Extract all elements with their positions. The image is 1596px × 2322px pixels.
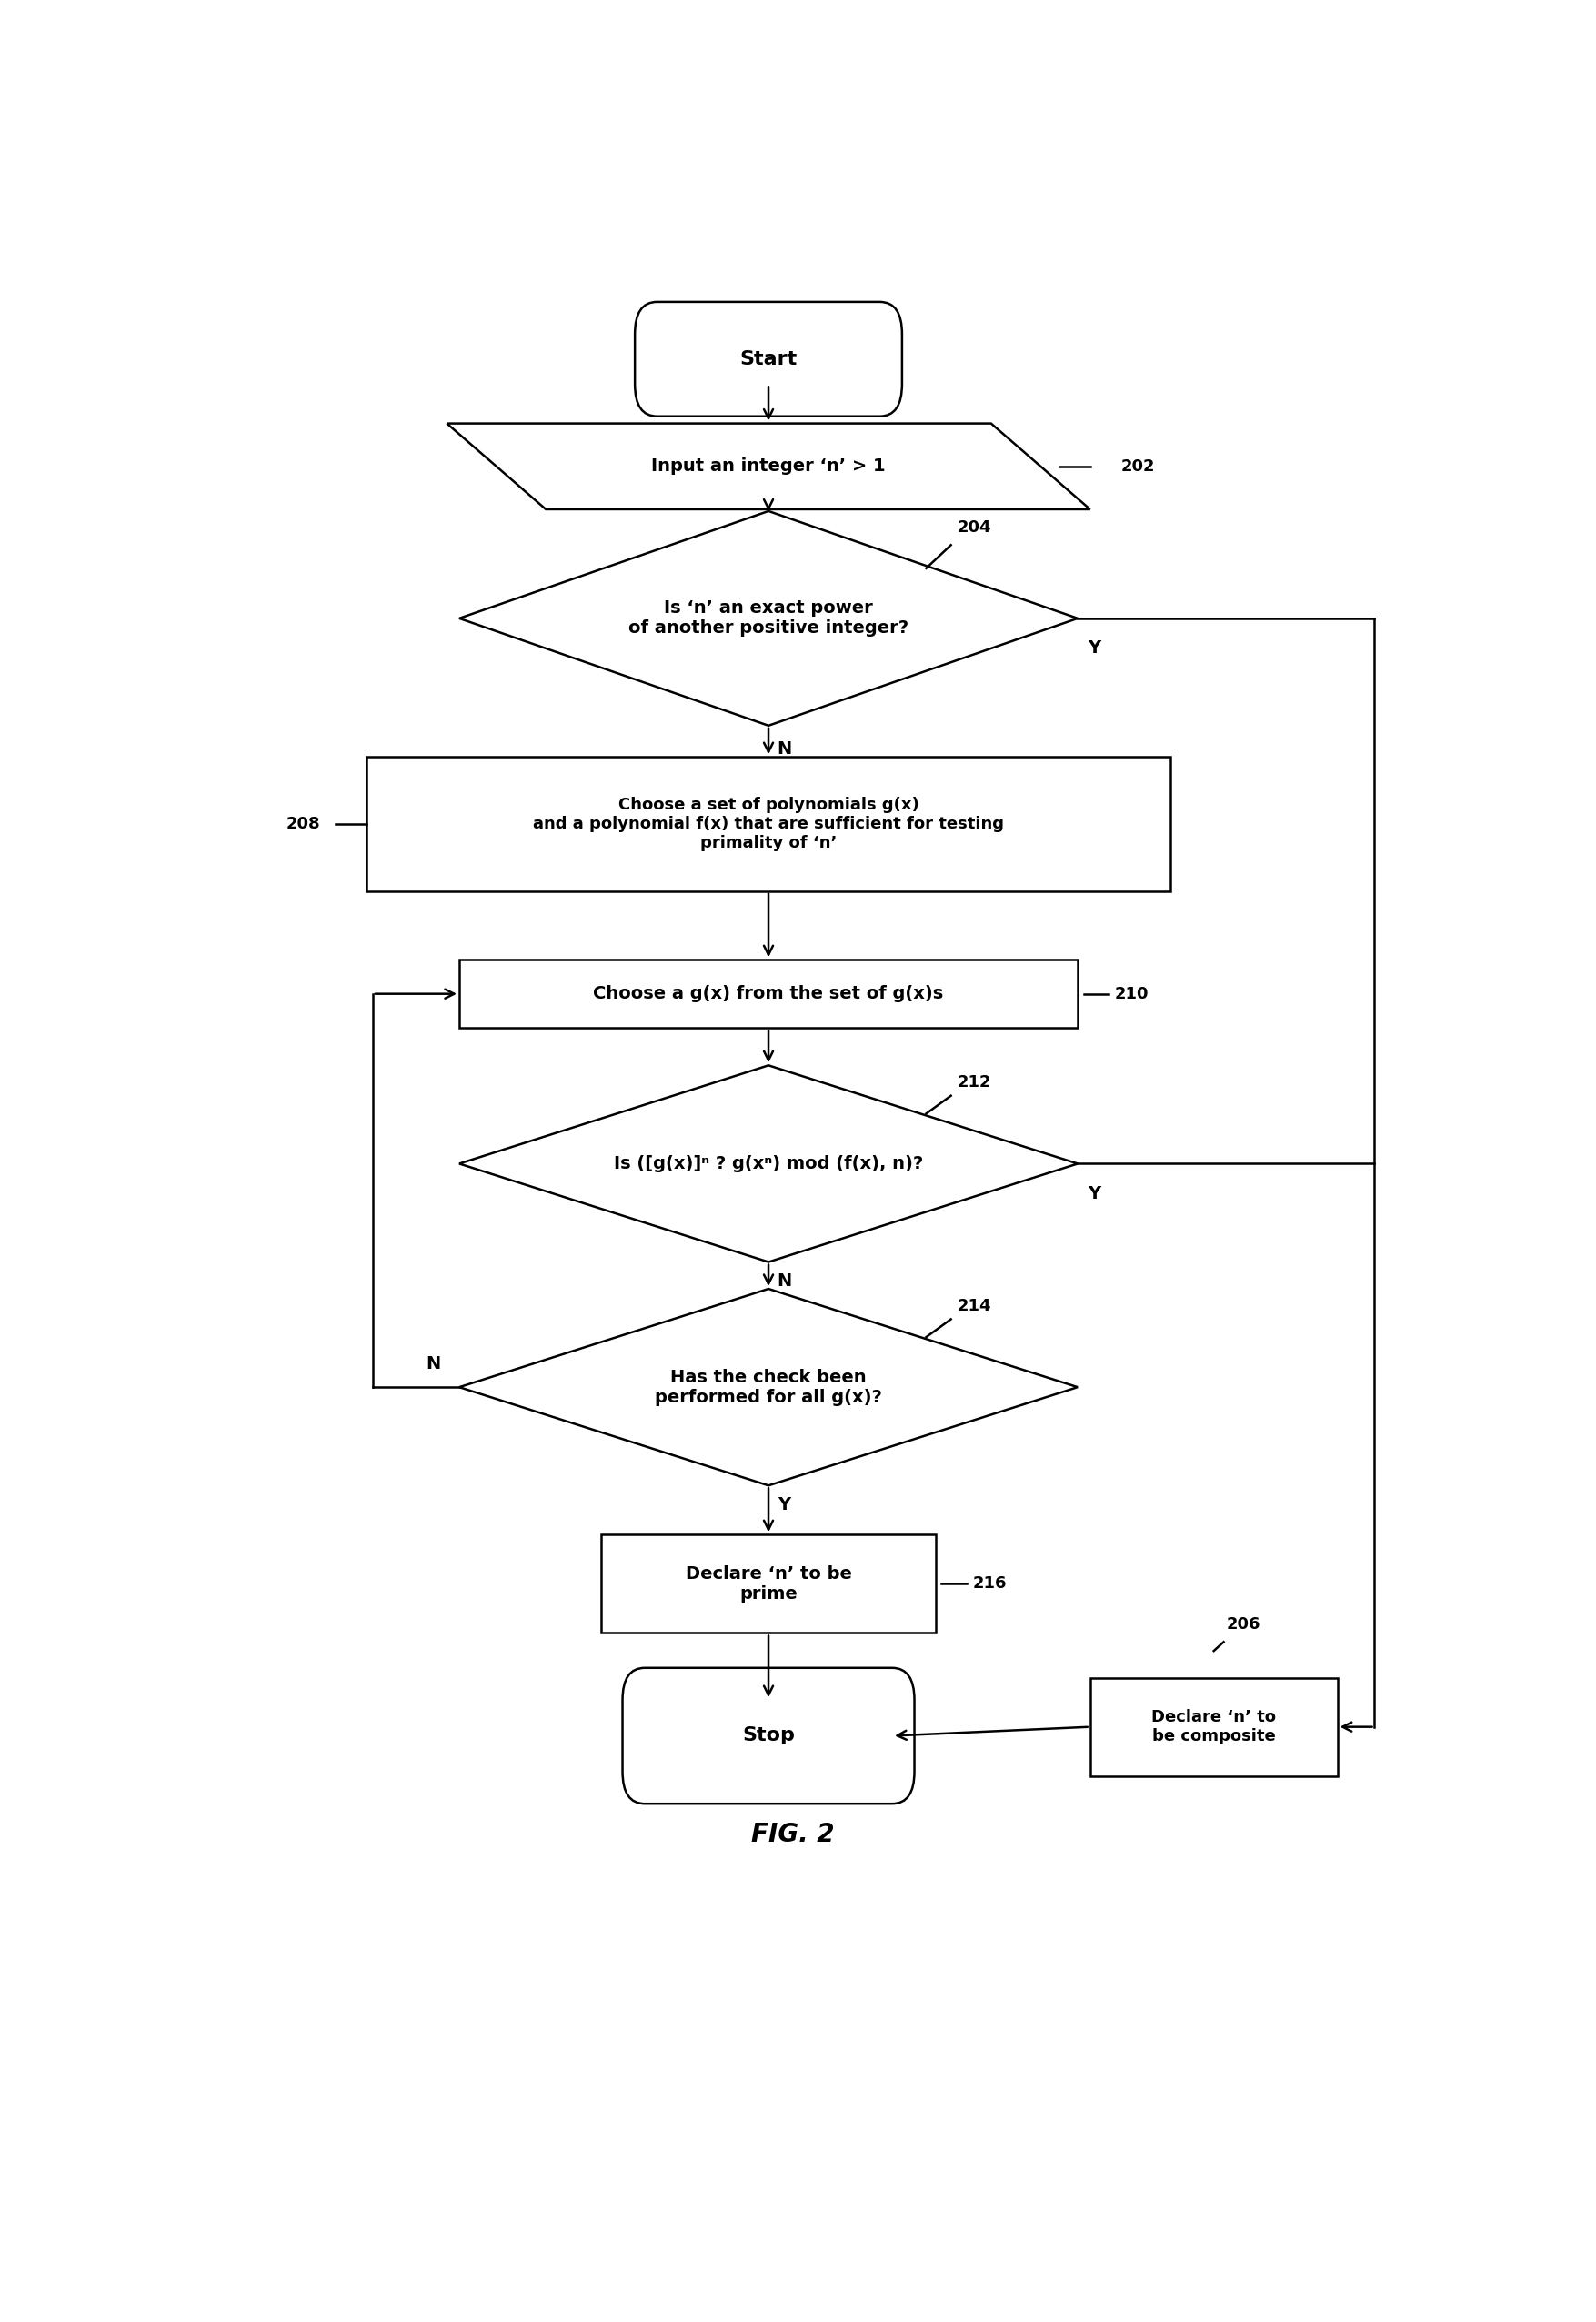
Text: 212: 212	[958, 1075, 991, 1091]
Polygon shape	[460, 1066, 1077, 1263]
Text: Y: Y	[779, 1495, 792, 1514]
Bar	[1090, 1679, 1337, 1776]
Text: Y: Y	[1087, 1184, 1100, 1203]
Bar	[460, 959, 1077, 1029]
Text: 210: 210	[1114, 985, 1149, 1003]
Text: Declare ‘n’ to
be composite: Declare ‘n’ to be composite	[1151, 1709, 1277, 1744]
Text: Input an integer ‘n’ > 1: Input an integer ‘n’ > 1	[651, 457, 886, 476]
Polygon shape	[447, 423, 1090, 509]
Text: Start: Start	[739, 351, 798, 369]
FancyBboxPatch shape	[635, 302, 902, 416]
Text: Stop: Stop	[742, 1728, 795, 1744]
Text: Declare ‘n’ to be
prime: Declare ‘n’ to be prime	[685, 1565, 852, 1602]
Polygon shape	[460, 511, 1077, 724]
Bar	[367, 757, 1170, 892]
Text: 204: 204	[958, 520, 991, 536]
Text: N: N	[777, 741, 792, 757]
FancyBboxPatch shape	[622, 1667, 915, 1804]
Polygon shape	[460, 1289, 1077, 1486]
Text: Choose a g(x) from the set of g(x)s: Choose a g(x) from the set of g(x)s	[594, 985, 943, 1003]
Text: Y: Y	[1087, 641, 1100, 657]
Bar	[602, 1535, 935, 1632]
Text: N: N	[777, 1272, 792, 1291]
Text: Choose a set of polynomials g(x)
and a polynomial f(x) that are sufficient for t: Choose a set of polynomials g(x) and a p…	[533, 796, 1004, 852]
Text: 206: 206	[1226, 1616, 1261, 1632]
Text: N: N	[426, 1356, 440, 1372]
Text: 214: 214	[958, 1298, 991, 1314]
Text: Is ‘n’ an exact power
of another positive integer?: Is ‘n’ an exact power of another positiv…	[629, 599, 908, 636]
Text: 202: 202	[1120, 457, 1156, 474]
Text: Has the check been
performed for all g(x)?: Has the check been performed for all g(x…	[654, 1368, 883, 1405]
Text: FIG. 2: FIG. 2	[752, 1820, 835, 1846]
Text: 208: 208	[286, 815, 321, 831]
Text: Is ([g(x)]ⁿ ? g(xⁿ) mod (f(x), n)?: Is ([g(x)]ⁿ ? g(xⁿ) mod (f(x), n)?	[614, 1154, 922, 1173]
Text: 216: 216	[972, 1577, 1007, 1593]
